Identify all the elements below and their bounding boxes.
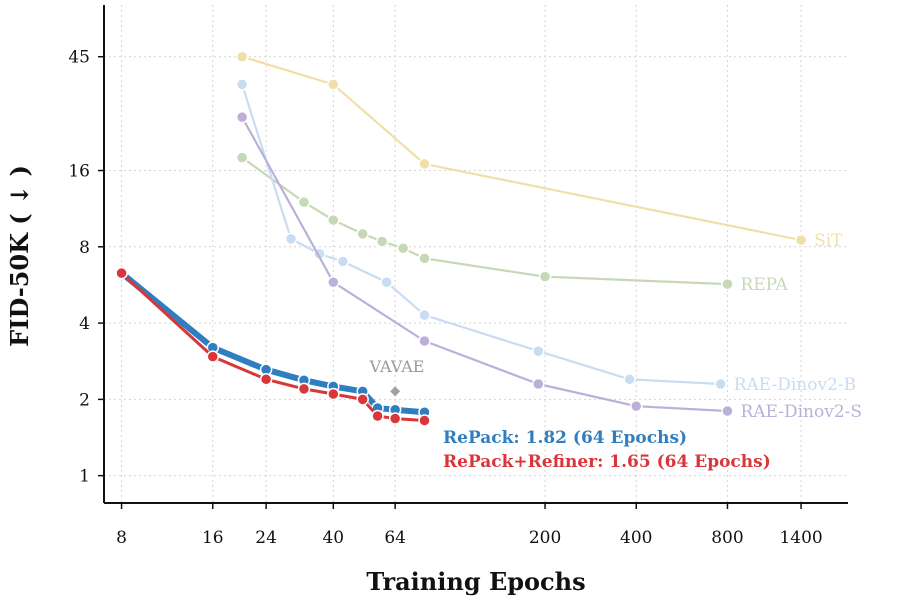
repack-refiner-annotation: RePack+Refiner: 1.65 (64 Epochs) [443,452,771,472]
repack-refiner-point [259,373,273,386]
repa-point [297,195,311,209]
rae-dinov2-b-label: RAE-Dinov2-B [734,375,856,395]
axes [103,5,848,504]
rae-dinov2-b-point [714,377,727,391]
rae-dinov2-s-label: RAE-Dinov2-S [740,402,862,422]
x-tick-label: 1400 [779,528,822,548]
repa-point [375,235,389,248]
y-tick-label: 16 [68,162,90,182]
x-tick-label: 24 [255,528,277,548]
rae-dinov2-b-point [418,308,431,322]
x-tick-label: 40 [322,528,344,548]
rae-dinov2-b-point [623,373,636,386]
repack-refiner-point [356,393,369,406]
repa-label: REPA [740,275,788,295]
y-tick-label: 45 [68,48,90,68]
series-labels: SiT REPA RAE-Dinov2-B RAE-Dinov2-S [390,231,862,422]
repack-refiner-point [327,387,340,401]
x-tick-label: 16 [202,528,224,548]
repack-line [118,270,428,416]
rae-dinov2-s-point [721,404,734,418]
vavae-label: VAVAE [369,357,425,376]
repack-refiner-point [297,382,311,396]
sit-point [235,50,249,63]
vavae-point [390,386,401,397]
x-axis-title: Training Epochs [366,567,585,596]
y-tick-label: 4 [79,314,90,334]
rae-dinov2-s-point [327,275,340,289]
x-tick-label: 400 [620,528,652,548]
rae-dinov2-b-point [380,275,393,289]
x-tick-label: 200 [529,528,561,548]
x-tick-label: 8 [116,528,127,548]
series-repack-refiner [115,266,431,427]
repa-point [235,151,249,164]
sit-point [794,233,808,247]
y-tick-label: 2 [79,390,90,410]
repack-annotation: RePack: 1.82 (64 Epochs) [443,428,687,448]
rae-dinov2-s-point [418,334,431,348]
x-tick-label: 64 [384,528,406,548]
x-tick-label: 800 [711,528,743,548]
repack-refiner-point [418,414,431,427]
rae-dinov2-b-point [336,255,350,268]
series-layer [115,50,808,427]
rae-dinov2-b-point [284,232,298,246]
repa-point [721,277,734,291]
y-tick-label: 1 [79,467,90,487]
repack-refiner-point [206,350,220,363]
repack-refiner-point [371,409,384,423]
series-rae-dinov2-b [235,78,727,391]
rae-dinov2-s-point [532,377,545,391]
repack-refiner-point [388,412,402,425]
series-rae-dinov2-s [235,110,734,418]
repack-refiner-line [120,271,426,422]
repa-point [327,213,340,227]
series-repack [115,266,431,419]
rae-dinov2-s-point [630,399,643,413]
repa-point [418,252,431,265]
series-repa [235,151,734,291]
repa-point [396,241,410,255]
repack-refiner-point [115,266,128,280]
sit-line [241,55,803,242]
sit-point [418,157,431,171]
series-sit [235,50,808,247]
repa-point [356,227,369,241]
y-axis-title: FID-50K ( ↓ ) [5,165,34,347]
rae-dinov2-s-line [241,115,729,413]
rae-dinov2-b-point [532,344,545,358]
rae-dinov2-s-point [235,110,249,124]
y-tick-label: 8 [79,238,90,258]
grid [104,5,848,503]
repa-point [538,270,552,283]
sit-label: SiT [814,231,843,251]
rae-dinov2-b-point [235,78,249,91]
sit-point [327,78,340,91]
rae-dinov2-b-line [241,83,722,386]
